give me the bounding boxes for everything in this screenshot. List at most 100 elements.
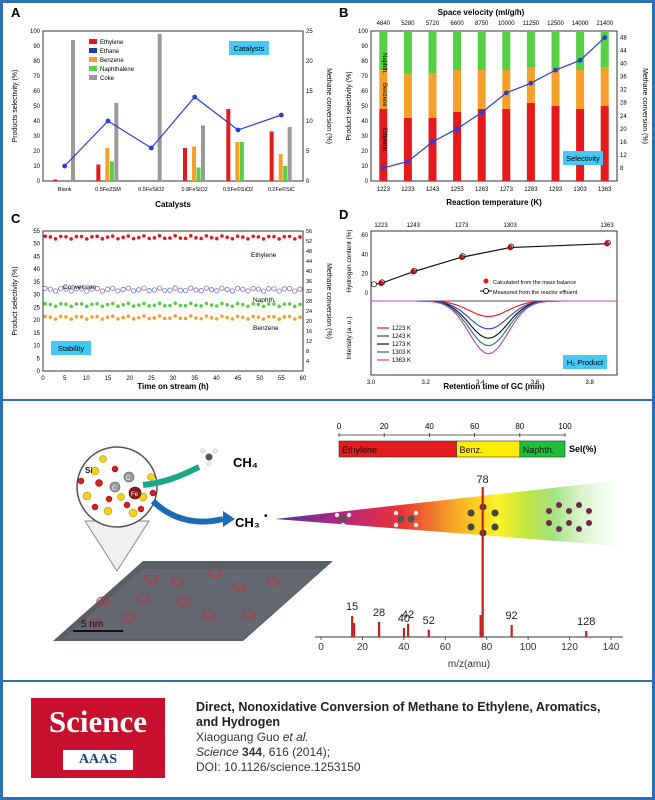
panel-d-xlabel: Retention time of GC (min) xyxy=(443,382,545,391)
ms-peak-label: 78 xyxy=(476,474,488,486)
molecule-naphthalene xyxy=(546,502,592,532)
panel-c-point-naphth xyxy=(246,304,250,309)
panel-c-xtick: 35 xyxy=(191,376,198,382)
panel-b-ytick: 60 xyxy=(361,89,368,95)
panel-c-point-ethylene xyxy=(48,235,53,239)
panel-c-point-conversion xyxy=(271,286,277,292)
panel-d-calc-point xyxy=(458,254,465,261)
panel-a-y2ticks: 0 5 10 15 20 25 xyxy=(306,29,313,185)
panel-c-point-conversion xyxy=(89,286,95,292)
panel-c-point-benzene xyxy=(110,314,115,319)
panel-b-xlabel: Reaction temperature (K) xyxy=(446,198,542,207)
panel-d: D 1223 1243 1273 1303 1363 0 20 40 60 3.0 3.2 3.4… xyxy=(339,207,618,391)
panel-c-xtick: 40 xyxy=(213,376,220,382)
panel-b-temp: 1363 xyxy=(598,187,612,193)
panel-c-point-ethylene xyxy=(240,235,245,239)
selectivity-bar: 0 20 40 60 80 100 Ethylene Benz. Naphth. Sel(%) xyxy=(337,422,597,458)
panel-b-bar-benzene xyxy=(551,68,560,106)
panel-c-point-ethylene xyxy=(188,234,193,238)
panel-c-point-conversion xyxy=(141,285,147,291)
panel-a-bar-ethylene xyxy=(183,148,187,181)
panel-c-point-naphth xyxy=(110,301,115,306)
ms-peak-label: 42 xyxy=(402,609,414,621)
ms-peak-bar xyxy=(510,625,513,637)
panel-a-xlabels: Blank 0.5FeZSM 0.5FeSiO2 0.8FeSiO2 0.5Fe©SiO… xyxy=(58,186,295,193)
panel-c-point-ethylene xyxy=(183,236,188,241)
panel-c-point-benzene xyxy=(277,317,281,321)
panel-c-point-ethylene xyxy=(261,237,266,241)
panel-c-point-benzene xyxy=(256,315,261,319)
panel-a-ytick: 90 xyxy=(33,44,40,50)
panel-d-peak-1363k xyxy=(371,300,617,355)
panel-a-ytick: 20 xyxy=(33,149,40,155)
panel-c-y2tick: 56 xyxy=(306,229,312,235)
panel-a-y2tick: 10 xyxy=(306,119,313,125)
sel-tick: 40 xyxy=(425,422,434,431)
panel-c-point-naphth xyxy=(188,301,193,306)
panel-c-point-benzene xyxy=(235,314,240,319)
ch3-label: CH₃ xyxy=(235,515,260,530)
panel-c-point-conversion xyxy=(250,285,256,292)
panel-b-tag: Selectivity xyxy=(566,154,600,163)
panel-b-ytick: 100 xyxy=(358,29,369,35)
panel-c-point-conversion xyxy=(177,287,183,293)
ms-peak-bar xyxy=(427,629,430,637)
panel-c-point-benzene xyxy=(100,317,105,321)
panel-c-point-conversion xyxy=(68,288,74,294)
panel-c-xtick: 15 xyxy=(105,376,112,382)
panel-c-point-ethylene xyxy=(95,234,99,239)
product-cone-fade xyxy=(275,479,633,547)
panel-c-ytick: 30 xyxy=(33,293,40,299)
ms-peak-label: 92 xyxy=(505,610,517,622)
panel-b-yticks: 0 10 20 30 40 50 60 70 80 90 100 xyxy=(358,29,369,185)
panel-c-ytick: 50 xyxy=(33,242,40,248)
panel-c-axes xyxy=(42,230,304,372)
figure-panels: A 0 10 20 30 40 50 60 70 80 90 100 0 5 10 15 20 25 Blan… xyxy=(3,3,652,391)
panel-c-point-benzene xyxy=(131,317,136,321)
ms-peak-bar xyxy=(353,623,356,637)
panel-c-point-conversion xyxy=(203,285,209,291)
panel-b-conversion-point xyxy=(577,57,583,63)
panel-b-bars xyxy=(379,31,609,181)
panel-a-conversion-point xyxy=(105,118,111,124)
panel-c-ytick: 45 xyxy=(33,254,40,260)
panel-b-bar-ethylene xyxy=(600,106,609,181)
panel-c-point-ethylene xyxy=(74,234,79,239)
panel-b-bar-naphthalene xyxy=(477,31,486,70)
panel-c-point-ethylene xyxy=(116,236,120,241)
panel-a-bar-naphthalene xyxy=(239,142,244,181)
panel-b-conversion-point xyxy=(528,80,534,86)
panel-c-point-conversion xyxy=(219,285,225,291)
panel-c-point-ethylene xyxy=(84,237,89,241)
journal-pages: , 616 (2014); xyxy=(262,745,331,759)
panel-b-conversion-point xyxy=(553,67,558,73)
panel-c-ytick: 35 xyxy=(33,280,40,286)
ms-tick: 120 xyxy=(561,642,578,653)
panel-d-peak-1273k xyxy=(371,300,617,339)
panel-a-legend-label: Benzene xyxy=(100,58,124,64)
panel-a-ytick: 10 xyxy=(33,164,40,170)
sel-tick: 60 xyxy=(470,422,479,431)
panel-c-point-benzene xyxy=(188,314,193,318)
panel-c-point-conversion xyxy=(245,288,251,294)
panel-c-point-naphth xyxy=(292,304,297,309)
panel-c-point-ethylene xyxy=(147,236,151,241)
panel-c-point-naphth xyxy=(64,302,68,307)
ch3-out-arrow xyxy=(150,498,224,525)
panel-b-space-velocity: 21400 xyxy=(596,21,613,27)
panel-c-point-benzene xyxy=(272,315,276,319)
panel-c-point-benzene xyxy=(48,315,53,319)
panel-c-y2label: Methane conversion (%) xyxy=(325,263,332,339)
panel-a-bar-ethylene xyxy=(53,179,57,181)
panel-d-legend-marker-meas xyxy=(483,288,489,294)
ms-tick: 80 xyxy=(481,642,493,653)
panel-b-bar-naphthalene xyxy=(403,31,412,73)
panel-b-y2tick: 16 xyxy=(620,140,627,146)
panel-b-label-ethylene: Ethylene xyxy=(381,128,387,152)
panel-b-bar-benzene xyxy=(379,70,388,109)
panel-d-top-tick: 1243 xyxy=(407,223,421,229)
ms-tick: 140 xyxy=(603,642,620,653)
panel-d-meas-point xyxy=(508,243,515,250)
panel-c-y2tick: 44 xyxy=(306,259,312,265)
